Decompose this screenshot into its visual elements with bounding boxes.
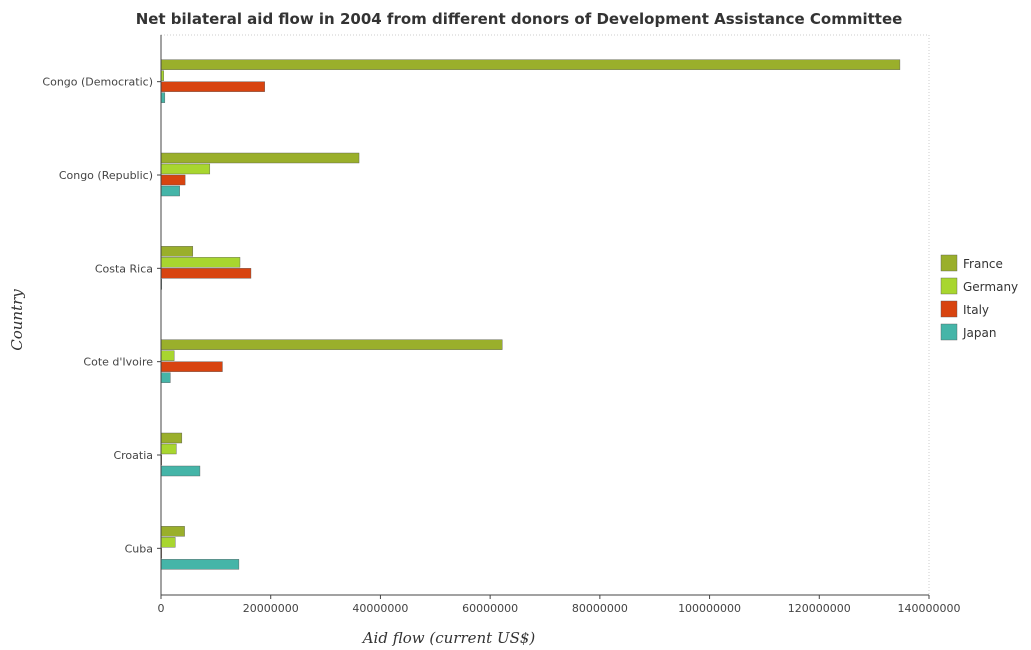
- bar-japan-5: [160, 559, 240, 570]
- bar-italy-1: [160, 174, 186, 186]
- y-axis: Congo (Democratic) Congo (Republic) Costa …: [42, 35, 162, 595]
- plot-frame: [160, 34, 930, 596]
- y-tick-label: Cuba: [125, 542, 153, 555]
- y-tick-label: Costa Rica: [95, 262, 153, 275]
- bar-germany-2: [160, 257, 241, 268]
- bar-france-1: [160, 152, 360, 164]
- bar-italy-3: [160, 361, 223, 372]
- y-tick-label: Cote d'Ivoire: [83, 356, 153, 369]
- bar-italy-0: [160, 81, 265, 92]
- bar-germany-1: [160, 163, 211, 175]
- bar-germany-4: [160, 443, 177, 455]
- x-tick-label: 60000000: [462, 602, 518, 615]
- bar-japan-0: [160, 92, 166, 103]
- x-tick-label: 80000000: [572, 602, 628, 615]
- bar-germany-5: [160, 537, 176, 548]
- bar-france-3: [160, 339, 503, 350]
- legend-label-france: France: [963, 257, 1003, 271]
- bar-france-2: [160, 246, 194, 257]
- legend-swatch-japan: [940, 323, 958, 341]
- x-tick-label: 120000000: [788, 602, 851, 615]
- bar-germany-3: [160, 350, 175, 361]
- legend-swatch-italy: [940, 300, 958, 318]
- chart-title: Net bilateral aid flow in 2004 from diff…: [136, 10, 903, 28]
- x-tick-label: 20000000: [243, 602, 299, 615]
- legend-swatch-germany: [940, 277, 958, 295]
- legend-swatch-france: [940, 254, 958, 272]
- x-tick-label: 100000000: [678, 602, 741, 615]
- bar-japan-4: [160, 465, 201, 477]
- x-tick-label: 0: [158, 602, 165, 615]
- legend-label-germany: Germany: [963, 280, 1018, 294]
- x-axis-label: Aid flow (current US$): [361, 629, 536, 647]
- x-tick-label: 40000000: [352, 602, 408, 615]
- bar-italy-2: [160, 268, 252, 279]
- y-tick-label: Congo (Democratic): [42, 76, 153, 89]
- plot-area: [160, 34, 930, 596]
- legend: France Germany Italy Japan: [940, 254, 1018, 341]
- legend-label-japan: Japan: [962, 326, 996, 340]
- x-tick-label: 140000000: [898, 602, 961, 615]
- bar-japan-3: [160, 372, 171, 383]
- bar-france-4: [160, 432, 183, 444]
- y-tick-label: Croatia: [113, 449, 153, 462]
- bar-japan-1: [160, 185, 180, 197]
- legend-label-italy: Italy: [963, 303, 989, 317]
- x-axis: 0 20000000 40000000 60000000 80000000 1000000…: [158, 594, 961, 615]
- y-tick-label: Congo (Republic): [59, 169, 153, 182]
- y-axis-label: Country: [8, 289, 26, 351]
- bar-france-0: [160, 59, 901, 70]
- bar-france-5: [160, 526, 185, 537]
